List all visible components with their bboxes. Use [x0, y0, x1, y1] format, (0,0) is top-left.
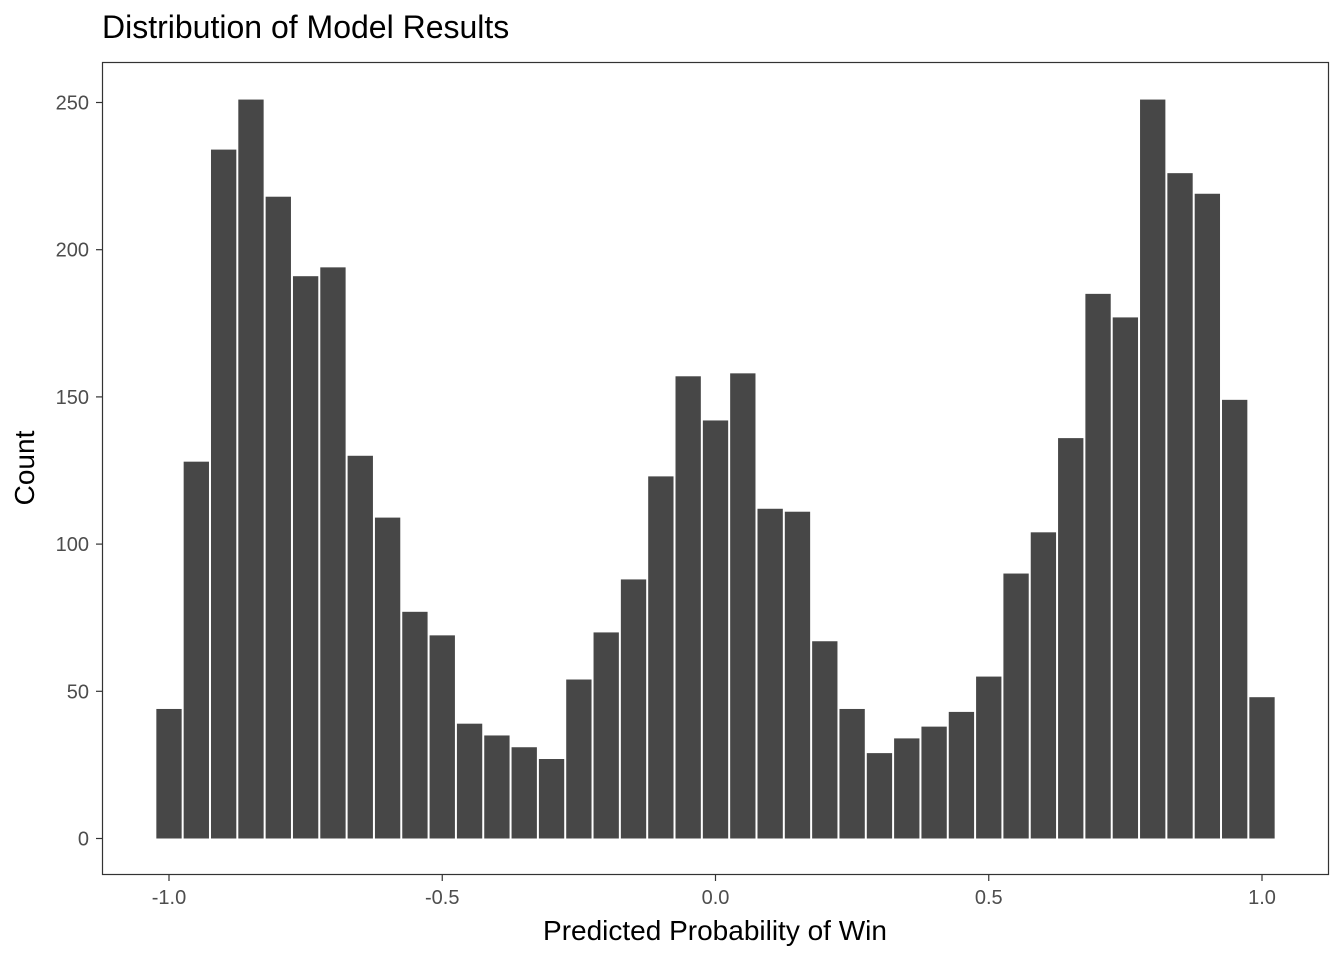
histogram-bar	[538, 759, 565, 839]
histogram-bar	[210, 149, 237, 839]
histogram-bar	[484, 735, 510, 839]
histogram-bar	[866, 753, 893, 839]
x-tick-label: 0.0	[702, 887, 730, 909]
x-axis: -1.0 -0.5 0.0 0.5 1.0	[152, 875, 1276, 909]
histogram-bar	[593, 632, 619, 839]
histogram-bar	[402, 611, 428, 839]
histogram-bar	[620, 579, 647, 839]
x-tick-label: -1.0	[152, 887, 186, 909]
x-tick-label: 1.0	[1248, 887, 1276, 909]
histogram-bar	[757, 508, 783, 839]
y-tick-label: 150	[56, 387, 89, 409]
x-axis-title: Predicted Probability of Win	[543, 915, 887, 946]
histogram-bar	[894, 738, 920, 839]
histogram-bar	[702, 420, 729, 839]
histogram-bar	[292, 276, 319, 839]
histogram-bar	[374, 517, 401, 839]
histogram-bar	[347, 455, 373, 839]
histogram-bar	[156, 708, 182, 839]
histogram-bar	[1058, 438, 1084, 839]
histogram-bar	[1003, 573, 1029, 839]
chart-title: Distribution of Model Results	[102, 9, 509, 45]
histogram-bar	[784, 511, 811, 839]
histogram-bar	[456, 723, 483, 839]
y-tick-label: 100	[56, 534, 89, 556]
histogram-bar	[429, 635, 455, 839]
y-tick-label: 200	[56, 240, 89, 262]
y-axis: 0 50 100 150 200 250	[56, 93, 102, 851]
histogram-bar	[1085, 293, 1111, 839]
bars-group	[156, 99, 1275, 839]
y-tick-label: 50	[67, 681, 89, 703]
histogram-bar	[648, 476, 674, 839]
histogram-bar	[948, 711, 975, 839]
histogram-bar	[1222, 399, 1248, 839]
histogram-bar	[320, 267, 346, 839]
histogram-bar	[976, 676, 1002, 839]
plot-panel-border	[101, 61, 1330, 876]
histogram-bar	[238, 99, 264, 839]
histogram-bar	[812, 641, 838, 839]
y-tick-label: 250	[56, 93, 89, 115]
histogram-bar	[1194, 193, 1221, 839]
histogram-bar	[1249, 697, 1275, 839]
histogram-bar	[730, 373, 756, 839]
histogram-bar	[265, 196, 291, 839]
histogram-bar	[1140, 99, 1166, 839]
histogram-bar	[566, 679, 592, 839]
histogram-bar	[1167, 173, 1193, 839]
y-tick-label: 0	[78, 829, 89, 851]
y-axis-title: Count	[9, 430, 40, 505]
histogram-bar	[183, 461, 209, 839]
x-tick-label: -0.5	[425, 887, 459, 909]
histogram-bar	[675, 376, 701, 839]
histogram-bar	[921, 726, 947, 839]
histogram-bar	[511, 747, 537, 839]
histogram-bar	[839, 708, 865, 839]
histogram-bar	[1112, 317, 1139, 839]
histogram-bar	[1030, 532, 1057, 839]
x-tick-label: 0.5	[975, 887, 1003, 909]
